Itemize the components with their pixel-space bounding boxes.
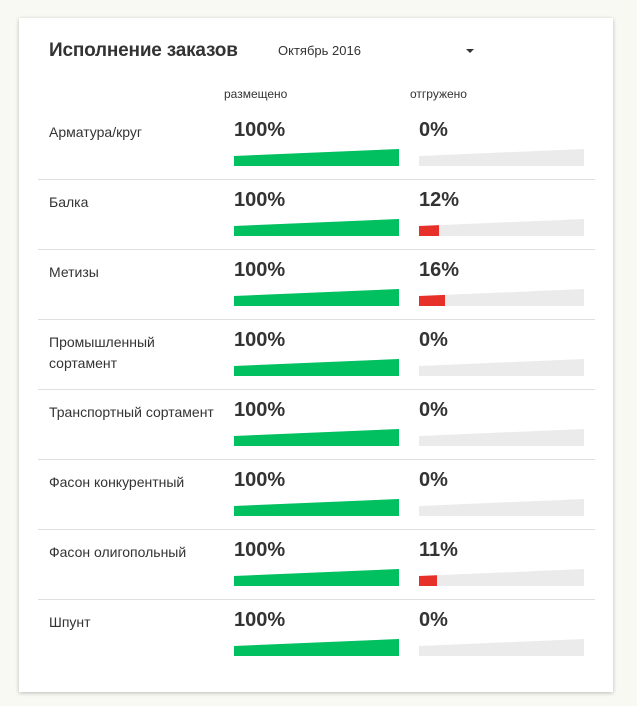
placed-percent: 100%: [234, 189, 286, 211]
shipped-progress-fill: [419, 219, 439, 236]
category-list: Арматура/круг 100% 0% Балка 100% 12% Мет…: [38, 110, 595, 670]
placed-progress-bar: [234, 639, 399, 656]
placed-metric: 100%: [234, 328, 399, 376]
shipped-progress-bar: [419, 359, 584, 376]
shipped-progress-bar: [419, 569, 584, 586]
shipped-progress-fill: [419, 289, 446, 306]
placed-progress-bar: [234, 429, 399, 446]
category-label: Транспортный сортамент: [49, 404, 214, 420]
shipped-metric: 0%: [419, 608, 584, 656]
category-row: Промышленный сортамент 100% 0%: [38, 320, 595, 390]
category-label: Метизы: [49, 264, 99, 280]
placed-progress-fill: [234, 289, 399, 306]
category-label: Промышленный сортамент: [49, 334, 155, 371]
shipped-progress-fill: [419, 569, 438, 586]
shipped-progress-bar: [419, 499, 584, 516]
caret-down-icon: [466, 49, 474, 53]
placed-percent: 100%: [234, 119, 286, 141]
placed-metric: 100%: [234, 188, 399, 236]
placed-percent: 100%: [234, 469, 286, 491]
shipped-progress-bar: [419, 289, 584, 306]
shipped-percent: 0%: [419, 119, 448, 141]
placed-progress-bar: [234, 569, 399, 586]
shipped-progress-bar: [419, 429, 584, 446]
shipped-metric: 11%: [419, 538, 584, 586]
shipped-progress-bar: [419, 219, 584, 236]
shipped-percent: 16%: [419, 259, 460, 281]
category-row: Балка 100% 12%: [38, 180, 595, 250]
placed-progress-bar: [234, 499, 399, 516]
category-label: Фасон конкурентный: [49, 474, 185, 490]
placed-metric: 100%: [234, 608, 399, 656]
category-label: Шпунт: [49, 614, 91, 630]
placed-progress-fill: [234, 639, 399, 656]
placed-metric: 100%: [234, 538, 399, 586]
placed-progress-bar: [234, 219, 399, 236]
placed-metric: 100%: [234, 468, 399, 516]
placed-progress-fill: [234, 149, 399, 166]
placed-percent: 100%: [234, 539, 286, 561]
category-label: Фасон олигопольный: [49, 544, 187, 560]
shipped-progress-bar: [419, 149, 584, 166]
placed-percent: 100%: [234, 609, 286, 631]
placed-percent: 100%: [234, 259, 286, 281]
shipped-metric: 12%: [419, 188, 584, 236]
placed-progress-fill: [234, 499, 399, 516]
shipped-percent: 12%: [419, 189, 460, 211]
shipped-percent: 0%: [419, 329, 448, 351]
category-label: Арматура/круг: [49, 124, 142, 140]
period-selected-value: Октябрь 2016: [278, 43, 361, 58]
shipped-percent: 11%: [419, 539, 458, 561]
placed-progress-fill: [234, 219, 399, 236]
shipped-progress-bar: [419, 639, 584, 656]
shipped-percent: 0%: [419, 469, 448, 491]
category-row: Метизы 100% 16%: [38, 250, 595, 320]
shipped-metric: 0%: [419, 398, 584, 446]
placed-progress-fill: [234, 429, 399, 446]
shipped-percent: 0%: [419, 399, 448, 421]
column-header-placed: размещено: [224, 87, 288, 101]
shipped-metric: 0%: [419, 468, 584, 516]
placed-metric: 100%: [234, 398, 399, 446]
shipped-metric: 0%: [419, 118, 584, 166]
order-fulfillment-card: Исполнение заказов Октябрь 2016 размещен…: [19, 18, 613, 692]
placed-metric: 100%: [234, 258, 399, 306]
placed-metric: 100%: [234, 118, 399, 166]
placed-progress-bar: [234, 149, 399, 166]
shipped-metric: 0%: [419, 328, 584, 376]
shipped-percent: 0%: [419, 609, 448, 631]
shipped-metric: 16%: [419, 258, 584, 306]
card-title: Исполнение заказов: [49, 40, 238, 61]
category-label: Балка: [49, 194, 89, 210]
placed-progress-fill: [234, 359, 399, 376]
category-row: Арматура/круг 100% 0%: [38, 110, 595, 180]
category-row: Фасон олигопольный 100% 11%: [38, 530, 595, 600]
column-header-shipped: отгружено: [410, 87, 467, 101]
placed-percent: 100%: [234, 329, 286, 351]
category-row: Шпунт 100% 0%: [38, 600, 595, 670]
placed-progress-bar: [234, 359, 399, 376]
category-row: Фасон конкурентный 100% 0%: [38, 460, 595, 530]
card-header: Исполнение заказов: [49, 40, 238, 62]
period-dropdown[interactable]: Октябрь 2016: [278, 43, 478, 63]
placed-progress-fill: [234, 569, 399, 586]
placed-progress-bar: [234, 289, 399, 306]
category-row: Транспортный сортамент 100% 0%: [38, 390, 595, 460]
placed-percent: 100%: [234, 399, 286, 421]
